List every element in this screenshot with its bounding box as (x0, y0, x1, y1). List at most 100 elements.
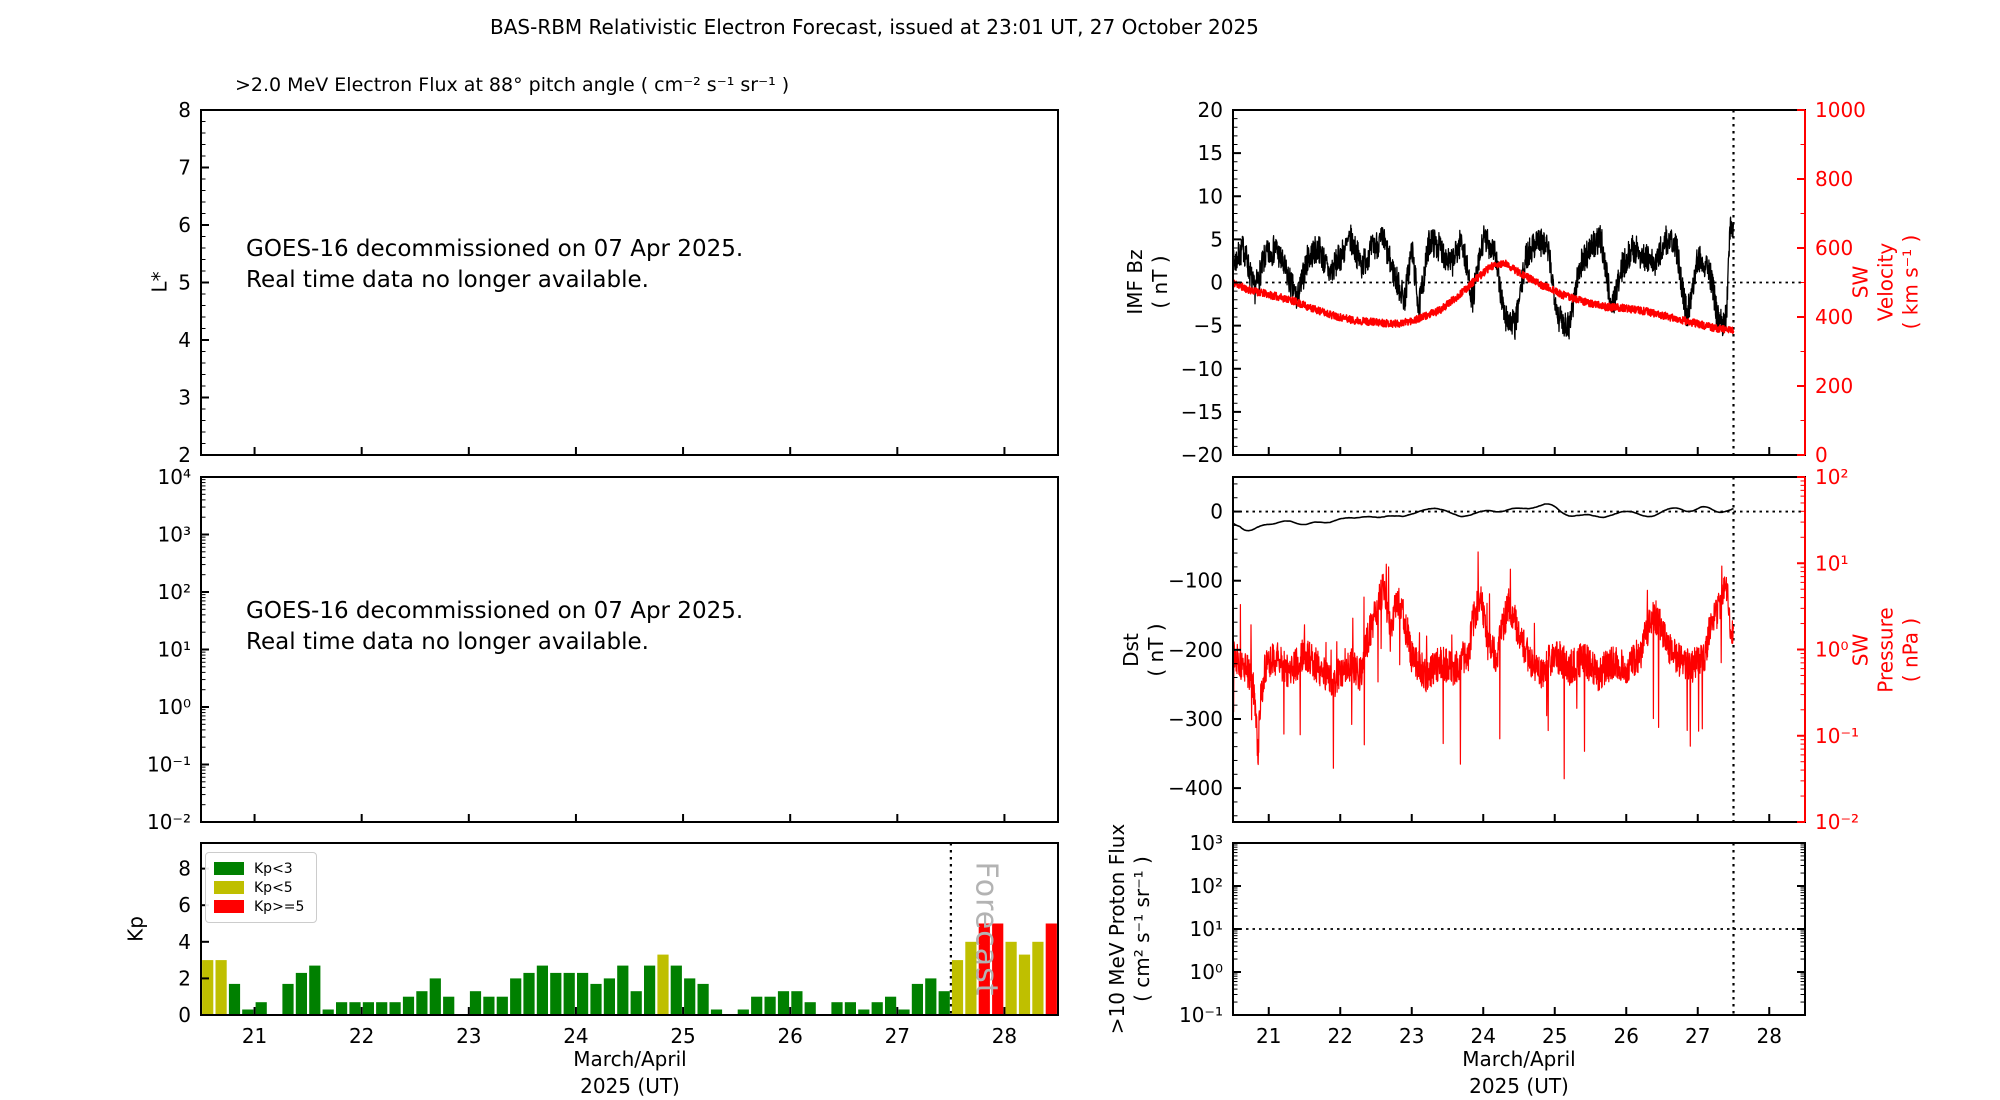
kp-legend-label: Kp<5 (254, 879, 293, 896)
imf_sw-series-sw-velocity (1232, 259, 1735, 334)
kp-bar (242, 1009, 254, 1015)
electron_l-y-tick-label: 6 (178, 213, 191, 237)
kp-bar (282, 983, 294, 1015)
dst_pressure-y-tick-label: 10² (1815, 465, 1848, 489)
kp-bar (898, 1009, 910, 1015)
kp-bar (1045, 923, 1057, 1015)
kp-bar (844, 1002, 856, 1015)
kp-bar (657, 954, 669, 1015)
kp-bar (416, 991, 428, 1015)
l-star-axis-label: L* (147, 271, 172, 293)
kp-bar (978, 923, 990, 1015)
kp-legend-item: Kp>=5 (214, 897, 306, 916)
kp-x-tick-label: 27 (885, 1024, 910, 1048)
imf_sw-y-tick-label: −5 (1194, 314, 1223, 338)
kp-bar (603, 978, 615, 1015)
kp-bar (885, 996, 897, 1015)
kp-legend-swatch (214, 862, 244, 875)
kp-bar (228, 983, 241, 1015)
kp-bar (737, 1009, 749, 1015)
kp-legend: Kp<3 Kp<5 Kp>=5 (205, 852, 317, 923)
kp-bar (255, 1002, 267, 1015)
kp-legend-item: Kp<5 (214, 878, 306, 897)
kp-legend-swatch (214, 881, 244, 894)
goes-decommissioned-note-middle: GOES-16 decommissioned on 07 Apr 2025. R… (246, 598, 744, 655)
dst_pressure-y-tick-label: 10¹ (1815, 551, 1848, 575)
kp-bar (951, 960, 964, 1015)
sw-velocity-axis-label: SW Velocity ( km s⁻¹ ) (1848, 234, 1923, 330)
electron_flux-y-tick-label: 10⁻¹ (147, 753, 191, 777)
kp-bar (710, 1009, 723, 1015)
proton-x-tick-label: 27 (1685, 1024, 1710, 1048)
dst_pressure-panel-frame (1232, 476, 1806, 823)
dst_pressure-y-tick-label: −300 (1168, 707, 1223, 731)
imf_sw-y-tick-label: 1000 (1815, 98, 1866, 122)
imf_sw-y-tick-label: −20 (1181, 443, 1223, 467)
kp-x-tick-label: 24 (563, 1024, 588, 1048)
kp-bar (563, 972, 575, 1015)
imf_sw-y-tick-label: 400 (1815, 305, 1853, 329)
kp-bar (336, 1002, 348, 1015)
kp-bar (831, 1002, 843, 1015)
kp-bar (510, 978, 522, 1015)
kp-bar (202, 960, 214, 1015)
kp-bar (429, 978, 441, 1015)
kp-bar (871, 1002, 883, 1015)
kp-bar (309, 965, 321, 1015)
forecast-watermark: Forecast (968, 861, 1004, 997)
kp-bar (496, 996, 508, 1015)
kp-x-tick-label: 22 (349, 1024, 374, 1048)
proton-x-tick-label: 25 (1542, 1024, 1567, 1048)
kp-bar (777, 991, 790, 1015)
kp-bar (322, 1009, 334, 1015)
electron_l-y-tick-label: 7 (178, 156, 191, 180)
kp-bar (911, 983, 923, 1015)
kp-bar (550, 972, 562, 1015)
kp-bar (469, 991, 482, 1015)
kp-x-tick-label: 21 (242, 1024, 267, 1048)
electron_flux-y-tick-label: 10⁰ (158, 695, 191, 719)
kp-x-tick-label: 23 (456, 1024, 481, 1048)
proton-x-tick-label: 24 (1471, 1024, 1496, 1048)
electron_flux-y-tick-label: 10⁴ (158, 465, 191, 489)
kp-bar (215, 960, 227, 1015)
imf_sw-y-tick-label: 0 (1815, 443, 1828, 467)
kp-legend-swatch (214, 900, 244, 913)
kp-x-tick-label: 26 (777, 1024, 802, 1048)
kp-bar (295, 972, 307, 1015)
imf-bz-axis-label: IMF Bz ( nT ) (1123, 249, 1172, 315)
kp-bar (577, 972, 589, 1015)
imf_sw-y-tick-label: −10 (1181, 357, 1223, 381)
dst-axis-label: Dst ( nT ) (1119, 623, 1168, 677)
kp-y-tick-label: 8 (178, 857, 191, 881)
dst_pressure-y-tick-label: −200 (1168, 638, 1223, 662)
electron_l-y-tick-label: 2 (178, 443, 191, 467)
sw-pressure-axis-label: SW Pressure ( nPa ) (1848, 607, 1923, 693)
kp-y-tick-label: 4 (178, 930, 191, 954)
proton-x-tick-label: 28 (1757, 1024, 1782, 1048)
proton-x-tick-label: 26 (1614, 1024, 1639, 1048)
electron_flux-y-tick-label: 10⁻² (147, 810, 191, 834)
dst_pressure-y-tick-label: 10⁻² (1815, 810, 1859, 834)
kp-bar (389, 1002, 401, 1015)
electron_flux-y-tick-label: 10³ (158, 523, 191, 547)
imf_sw-y-tick-label: 800 (1815, 167, 1853, 191)
dst_pressure-y-tick-label: 10⁻¹ (1815, 724, 1859, 748)
figure-title: BAS-RBM Relativistic Electron Forecast, … (490, 15, 1259, 39)
electron_l-y-tick-label: 8 (178, 98, 191, 122)
kp-bar (684, 978, 696, 1015)
kp-bar (630, 991, 642, 1015)
kp-bar (483, 996, 495, 1015)
kp-y-tick-label: 2 (178, 966, 191, 990)
proton-x-tick-label: 21 (1256, 1024, 1281, 1048)
proton-x-tick-label: 22 (1328, 1024, 1353, 1048)
kp-bar (670, 965, 682, 1015)
imf_sw-y-tick-label: 10 (1198, 184, 1223, 208)
kp-bar (617, 965, 629, 1015)
kp-bar (523, 972, 535, 1015)
imf_sw-y-tick-label: 200 (1815, 374, 1853, 398)
kp-x-tick-label: 25 (670, 1024, 695, 1048)
kp-axis-label: Kp (123, 916, 148, 942)
